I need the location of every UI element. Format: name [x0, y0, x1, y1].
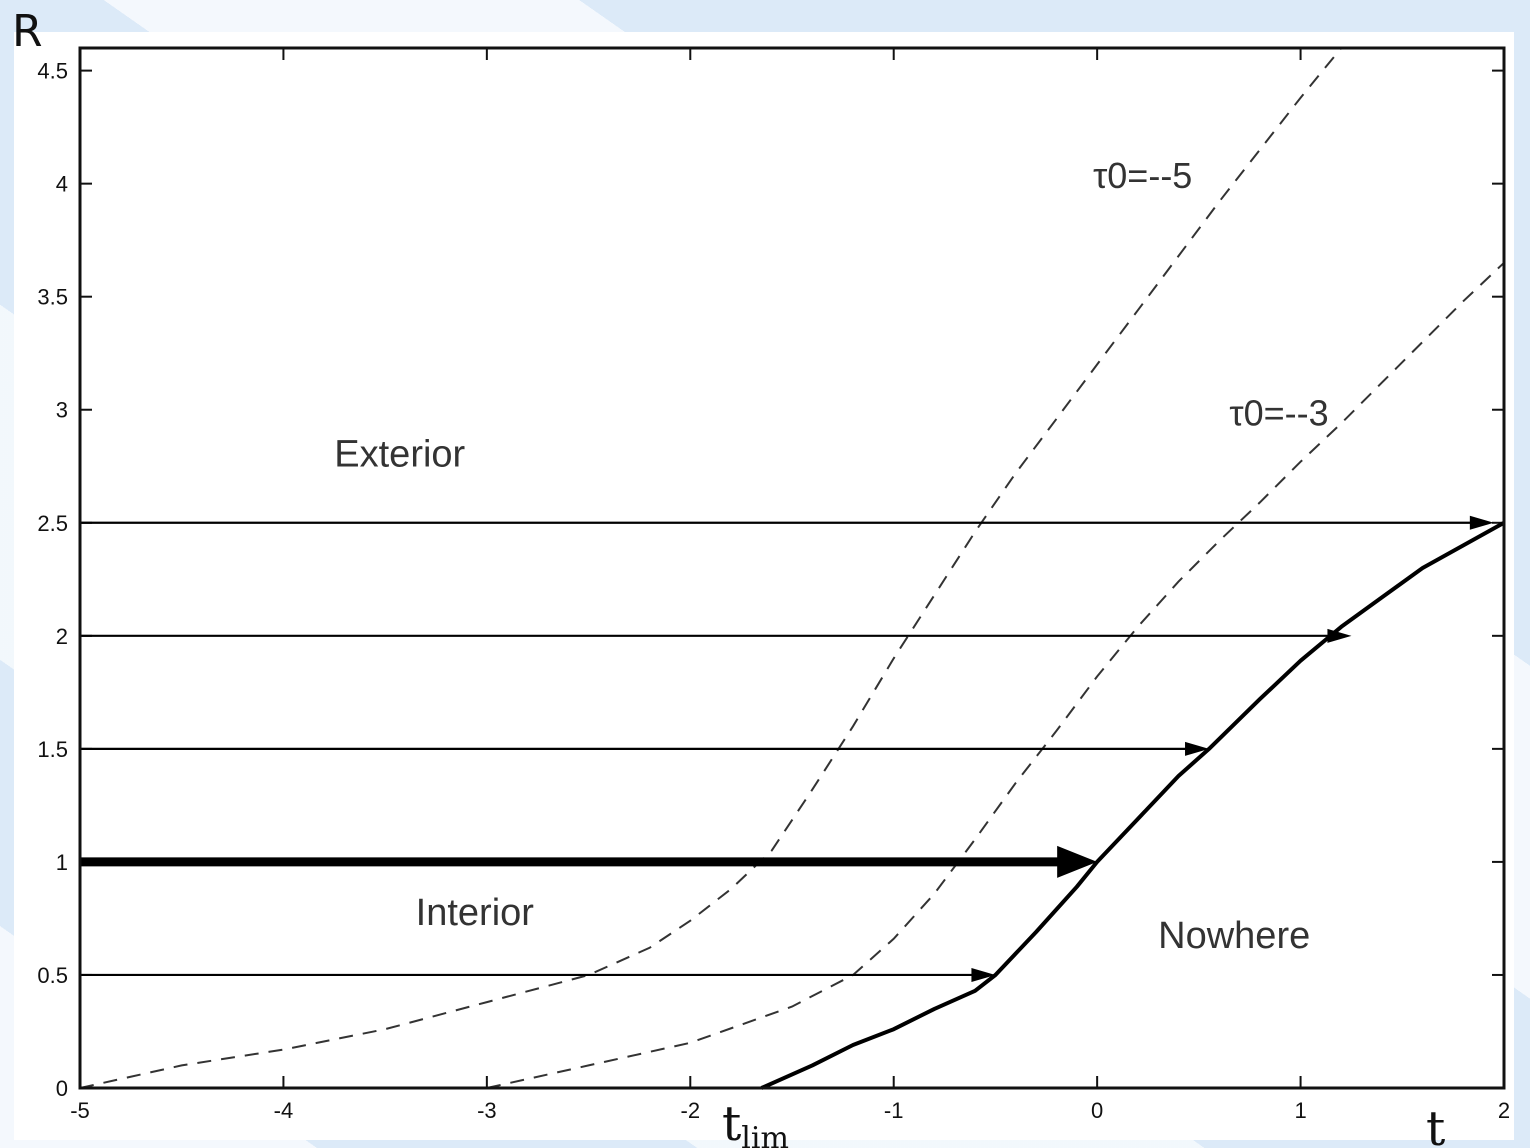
y-tick-label: 2 — [56, 624, 68, 649]
y-tick-label: 0.5 — [37, 963, 68, 988]
chart-labels: Exterior Interior Nowhere τ0=--5 τ0=--3 — [334, 155, 1328, 957]
x-tick-label: 0 — [1091, 1098, 1103, 1123]
horizontal-arrows — [80, 515, 1494, 982]
chart-svg: -5 -4 -3 -2 -1 0 1 2 0 0.5 1 1.5 2 2.5 3 3.5 4 4.5 Exteri… — [37, 46, 1510, 1123]
y-tick-label: 1.5 — [37, 737, 68, 762]
region-label: Interior — [416, 892, 535, 934]
boundary-line — [760, 521, 1505, 1090]
x-tick-label: -4 — [274, 1098, 294, 1123]
x-tick-label: -3 — [477, 1098, 497, 1123]
dashed-curves — [80, 48, 1504, 1088]
arrow-head — [1057, 845, 1098, 878]
arrow-head — [971, 967, 996, 982]
y-tick-label: 3 — [56, 398, 68, 423]
y-tick-label: 4 — [56, 172, 68, 197]
arrow-head — [1469, 515, 1494, 530]
curve-label: τ0=--5 — [1093, 155, 1192, 196]
dashed-curve — [80, 48, 1343, 1088]
axes-frame — [78, 46, 1506, 1090]
x-tick-label: 2 — [1498, 1098, 1510, 1123]
dashed-curve — [486, 262, 1504, 1088]
plot-area: -5 -4 -3 -2 -1 0 1 2 0 0.5 1 1.5 2 2.5 3 3.5 4 4.5 Exteri… — [14, 32, 1514, 1140]
curve-label: τ0=--3 — [1229, 393, 1328, 434]
y-tick-label: 3.5 — [37, 285, 68, 310]
y-tick-label: 0 — [56, 1076, 68, 1101]
arrow-head — [1185, 741, 1210, 756]
y-tick-label: 2.5 — [37, 511, 68, 536]
y-tick-label: 4.5 — [37, 59, 68, 84]
x-tick-label: -2 — [681, 1098, 701, 1123]
region-label: Exterior — [334, 433, 465, 475]
x-tick-label: 1 — [1294, 1098, 1306, 1123]
y-tick-label: 1 — [56, 850, 68, 875]
x-tick-label: -1 — [884, 1098, 904, 1123]
x-tick-label: -5 — [70, 1098, 90, 1123]
region-label: Nowhere — [1158, 915, 1310, 957]
axes-box — [78, 46, 1506, 1090]
axis-ticks: -5 -4 -3 -2 -1 0 1 2 0 0.5 1 1.5 2 2.5 3 3.5 4 4.5 — [37, 48, 1510, 1123]
boundary-curve — [760, 521, 1505, 1090]
